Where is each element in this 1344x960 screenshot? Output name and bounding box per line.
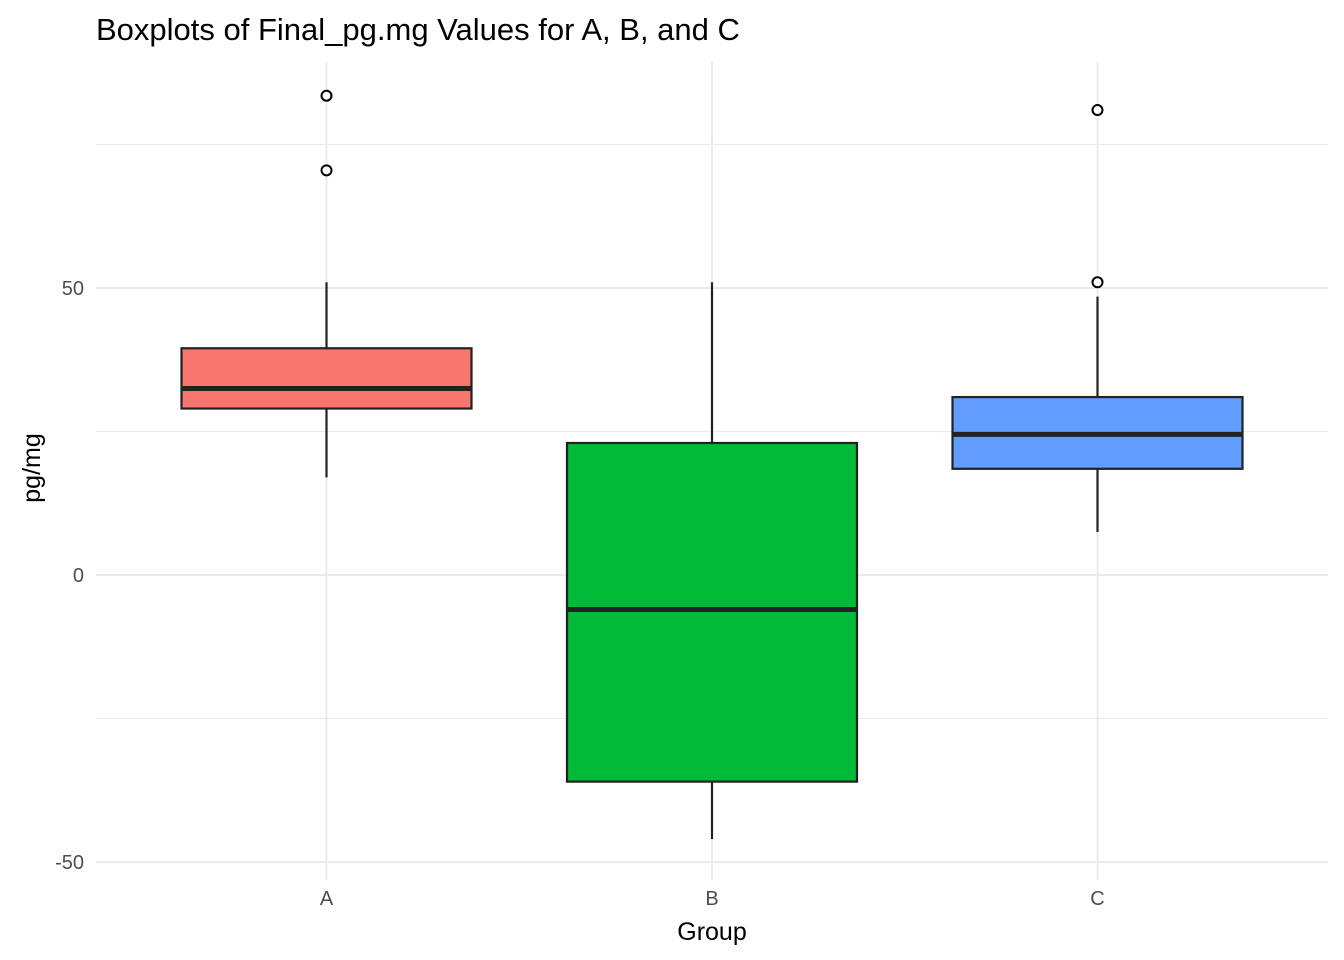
outlier-point (320, 164, 333, 177)
chart-title: Boxplots of Final_pg.mg Values for A, B,… (96, 12, 740, 47)
x-tick-label: B (705, 888, 718, 910)
box-body (565, 441, 859, 783)
x-axis-title: Group (677, 918, 746, 946)
y-tick-label: 0 (73, 565, 84, 587)
outlier-point (320, 89, 333, 102)
y-tick-label: -50 (55, 852, 84, 874)
box-C (951, 104, 1244, 532)
boxes-layer (180, 89, 1244, 840)
outlier-point (1091, 104, 1104, 117)
x-tick-label: A (320, 888, 334, 910)
outlier-point (1091, 276, 1104, 289)
y-axis-title: pg/mg (18, 433, 46, 502)
y-tick-label: 50 (62, 278, 84, 300)
box-A (180, 89, 473, 478)
box-B (565, 282, 859, 840)
x-tick-labels: A B C (320, 888, 1105, 910)
box-body (180, 347, 473, 410)
y-tick-labels: -50 0 50 (55, 278, 84, 874)
x-tick-label: C (1090, 888, 1104, 910)
